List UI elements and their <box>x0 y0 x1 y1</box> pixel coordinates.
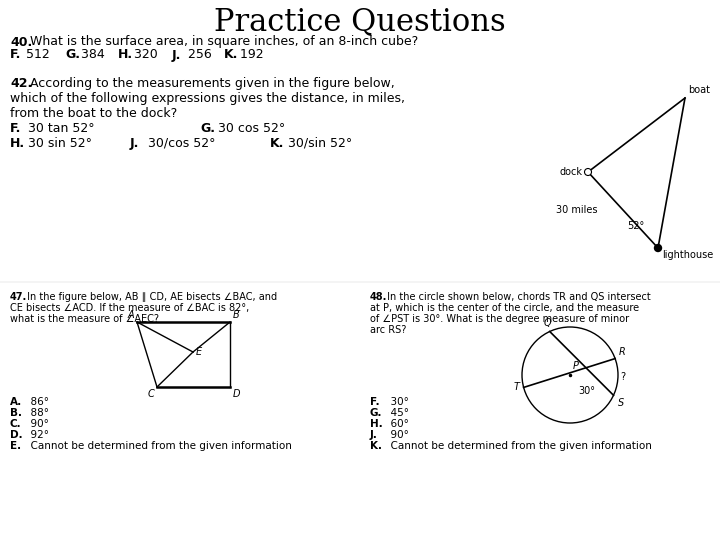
Text: 30 miles: 30 miles <box>557 205 598 215</box>
Text: A: A <box>127 310 134 320</box>
Text: 30°: 30° <box>578 386 595 396</box>
Text: K.: K. <box>270 137 284 150</box>
Text: T: T <box>513 382 520 393</box>
Text: dock: dock <box>559 167 582 177</box>
Text: K.: K. <box>224 49 238 62</box>
Text: Practice Questions: Practice Questions <box>214 6 506 37</box>
Text: of ∠PST is 30°. What is the degree measure of minor: of ∠PST is 30°. What is the degree measu… <box>370 314 629 324</box>
Text: Cannot be determined from the given information: Cannot be determined from the given info… <box>24 441 292 451</box>
Text: which of the following expressions gives the distance, in miles,: which of the following expressions gives… <box>10 92 405 105</box>
Text: what is the measure of ∠AEC?: what is the measure of ∠AEC? <box>10 314 159 324</box>
Text: 30°: 30° <box>384 397 409 407</box>
Text: 320: 320 <box>130 49 158 62</box>
Text: arc RS?: arc RS? <box>370 325 406 335</box>
Text: E: E <box>196 347 202 357</box>
Text: 48.: 48. <box>370 292 387 302</box>
Text: F.: F. <box>10 122 22 135</box>
Text: 88°: 88° <box>24 408 49 418</box>
Text: 256: 256 <box>184 49 212 62</box>
Text: from the boat to the dock?: from the boat to the dock? <box>10 107 177 120</box>
Text: ?: ? <box>620 372 625 382</box>
Text: D: D <box>233 389 240 399</box>
Text: 86°: 86° <box>24 397 49 407</box>
Text: 60°: 60° <box>384 419 409 429</box>
Text: 47.: 47. <box>10 292 27 302</box>
Text: H.: H. <box>370 419 383 429</box>
Text: 512: 512 <box>22 49 50 62</box>
Text: 40.: 40. <box>10 36 32 49</box>
Text: 45°: 45° <box>384 408 409 418</box>
Text: C: C <box>148 389 154 399</box>
Text: P: P <box>573 361 579 371</box>
Text: 90°: 90° <box>24 419 49 429</box>
Text: J.: J. <box>130 137 140 150</box>
Text: A.: A. <box>10 397 22 407</box>
Text: 30 tan 52°: 30 tan 52° <box>24 122 94 135</box>
Text: J.: J. <box>172 49 181 62</box>
Text: 42.: 42. <box>10 77 32 90</box>
Text: 92°: 92° <box>24 430 49 440</box>
Text: CE bisects ∠ACD. If the measure of ∠BAC is 82°,: CE bisects ∠ACD. If the measure of ∠BAC … <box>10 303 249 313</box>
Text: G.: G. <box>200 122 215 135</box>
Text: Cannot be determined from the given information: Cannot be determined from the given info… <box>384 441 652 451</box>
Circle shape <box>585 168 592 176</box>
Text: 90°: 90° <box>384 430 409 440</box>
Text: G.: G. <box>65 49 80 62</box>
Text: What is the surface area, in square inches, of an 8-inch cube?: What is the surface area, in square inch… <box>26 36 418 49</box>
Text: 30/sin 52°: 30/sin 52° <box>284 137 352 150</box>
Text: According to the measurements given in the figure below,: According to the measurements given in t… <box>26 77 395 90</box>
Text: K.: K. <box>370 441 382 451</box>
Text: B.: B. <box>10 408 22 418</box>
Text: 30/cos 52°: 30/cos 52° <box>144 137 215 150</box>
Circle shape <box>654 245 662 252</box>
Text: lighthouse: lighthouse <box>662 250 714 260</box>
Text: boat: boat <box>688 85 710 95</box>
Text: 52°: 52° <box>627 221 644 231</box>
Text: F.: F. <box>370 397 379 407</box>
Text: In the figure below, AB ∥ CD, AE bisects ∠BAC, and: In the figure below, AB ∥ CD, AE bisects… <box>24 292 277 302</box>
Text: C.: C. <box>10 419 22 429</box>
Text: H.: H. <box>118 49 133 62</box>
Text: S: S <box>618 399 624 408</box>
Text: G.: G. <box>370 408 382 418</box>
Text: 30 sin 52°: 30 sin 52° <box>24 137 92 150</box>
Text: 192: 192 <box>236 49 264 62</box>
Text: R: R <box>619 347 626 356</box>
Text: J.: J. <box>370 430 378 440</box>
Text: Q: Q <box>544 319 552 328</box>
Text: 30 cos 52°: 30 cos 52° <box>214 122 285 135</box>
Text: at P, which is the center of the circle, and the measure: at P, which is the center of the circle,… <box>370 303 639 313</box>
Text: F.: F. <box>10 49 22 62</box>
Text: B: B <box>233 310 240 320</box>
Text: E.: E. <box>10 441 21 451</box>
Text: In the circle shown below, chords TR and QS intersect: In the circle shown below, chords TR and… <box>384 292 651 302</box>
Text: 384: 384 <box>77 49 104 62</box>
Text: D.: D. <box>10 430 22 440</box>
Text: H.: H. <box>10 137 25 150</box>
